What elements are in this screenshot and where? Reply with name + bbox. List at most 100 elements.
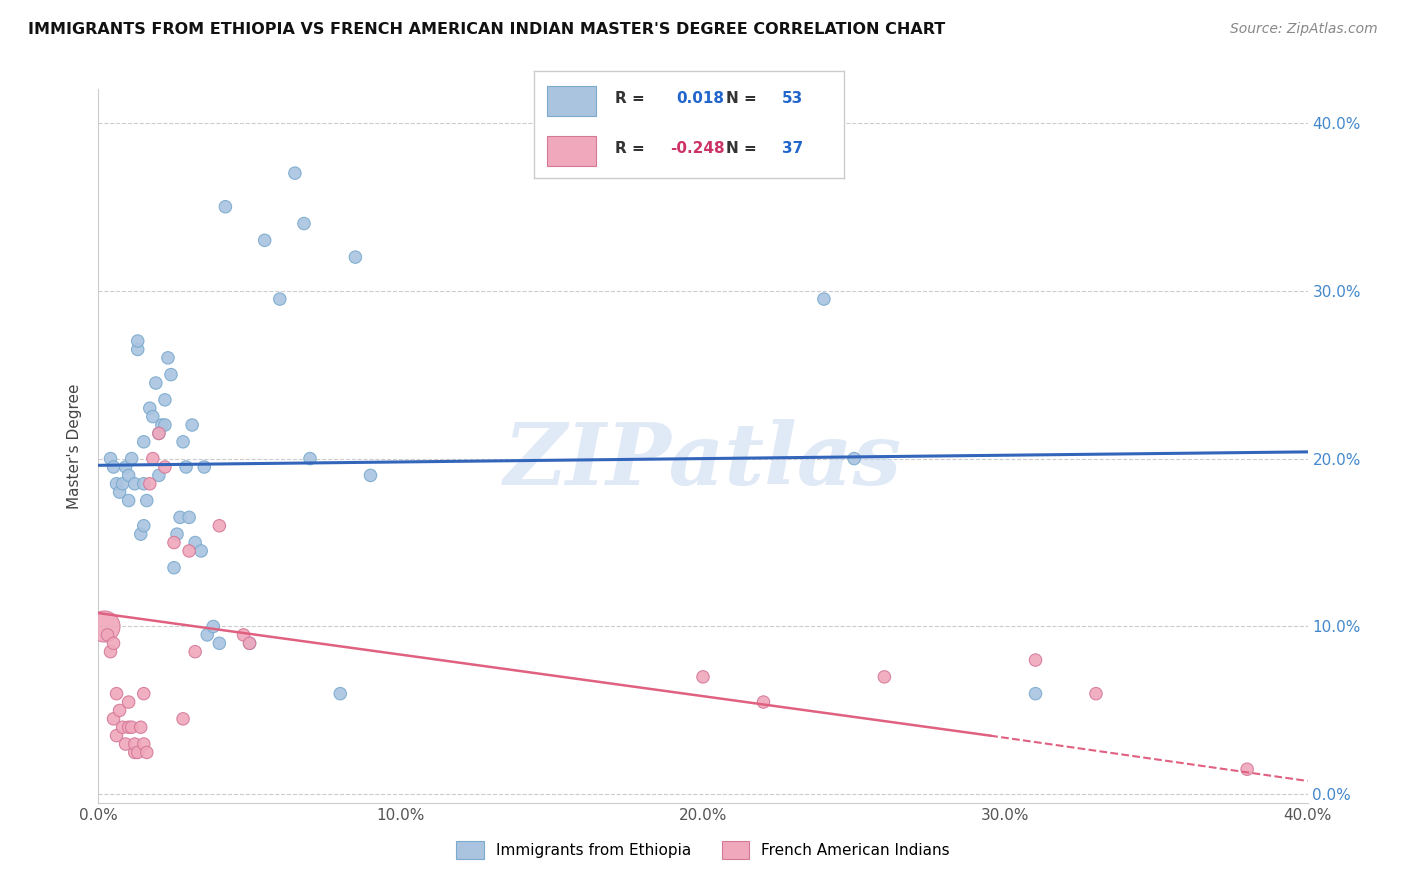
Point <box>124 746 146 760</box>
Point <box>124 737 146 751</box>
Point <box>103 712 125 726</box>
Point <box>108 485 131 500</box>
Point <box>208 518 231 533</box>
Point <box>127 334 149 348</box>
Point <box>190 544 212 558</box>
Point <box>156 351 179 365</box>
Point <box>292 217 315 231</box>
Point <box>239 636 262 650</box>
Point <box>118 493 141 508</box>
Point <box>1024 687 1046 701</box>
Text: ZIPatlas: ZIPatlas <box>503 418 903 502</box>
Point <box>174 460 197 475</box>
Text: N =: N = <box>725 91 756 105</box>
Point <box>179 544 201 558</box>
Point <box>105 476 128 491</box>
Point <box>132 434 155 449</box>
Point <box>93 619 115 633</box>
Point <box>124 476 146 491</box>
Point <box>232 628 254 642</box>
Point <box>100 645 122 659</box>
Point <box>163 560 186 574</box>
Point <box>214 200 236 214</box>
FancyBboxPatch shape <box>547 87 596 116</box>
Legend: Immigrants from Ethiopia, French American Indians: Immigrants from Ethiopia, French America… <box>449 834 957 866</box>
Point <box>153 460 176 475</box>
Point <box>132 476 155 491</box>
Point <box>145 376 167 390</box>
Point <box>129 527 152 541</box>
Point <box>132 687 155 701</box>
Point <box>344 250 367 264</box>
Text: Source: ZipAtlas.com: Source: ZipAtlas.com <box>1230 22 1378 37</box>
Point <box>253 233 276 247</box>
FancyBboxPatch shape <box>547 136 596 166</box>
Point <box>184 535 207 549</box>
Point <box>169 510 191 524</box>
Text: -0.248: -0.248 <box>671 141 725 156</box>
Y-axis label: Master's Degree: Master's Degree <box>67 384 83 508</box>
Point <box>118 468 141 483</box>
Text: IMMIGRANTS FROM ETHIOPIA VS FRENCH AMERICAN INDIAN MASTER'S DEGREE CORRELATION C: IMMIGRANTS FROM ETHIOPIA VS FRENCH AMERI… <box>28 22 945 37</box>
Point <box>108 703 131 717</box>
Point <box>139 401 162 416</box>
Point <box>844 451 866 466</box>
Point <box>813 292 835 306</box>
Point <box>873 670 896 684</box>
Point <box>1085 687 1108 701</box>
Point <box>148 468 170 483</box>
Point <box>111 476 134 491</box>
Point <box>111 720 134 734</box>
Text: 0.018: 0.018 <box>676 91 724 105</box>
Point <box>172 712 194 726</box>
Point <box>360 468 382 483</box>
Text: R =: R = <box>614 141 644 156</box>
Point <box>114 460 136 475</box>
Point <box>135 493 157 508</box>
Point <box>121 451 143 466</box>
Point <box>132 518 155 533</box>
Point <box>163 535 186 549</box>
Point <box>142 409 165 424</box>
Point <box>118 695 141 709</box>
Point <box>692 670 714 684</box>
Point <box>153 392 176 407</box>
Point <box>103 636 125 650</box>
Point <box>208 636 231 650</box>
Point <box>1236 762 1258 776</box>
Point <box>100 451 122 466</box>
Point <box>179 510 201 524</box>
Point <box>239 636 262 650</box>
Point <box>129 720 152 734</box>
Point <box>160 368 183 382</box>
Point <box>752 695 775 709</box>
Point <box>148 426 170 441</box>
Point <box>153 417 176 432</box>
Point <box>139 476 162 491</box>
Point <box>284 166 307 180</box>
Point <box>105 687 128 701</box>
Point <box>105 729 128 743</box>
Point <box>184 645 207 659</box>
Text: N =: N = <box>725 141 756 156</box>
Point <box>329 687 352 701</box>
Text: R =: R = <box>614 91 644 105</box>
Point <box>127 343 149 357</box>
Point <box>172 434 194 449</box>
Point <box>181 417 204 432</box>
Point <box>195 628 218 642</box>
Point <box>166 527 188 541</box>
Point <box>193 460 215 475</box>
Point <box>103 460 125 475</box>
Point <box>121 720 143 734</box>
Point <box>150 417 173 432</box>
Point <box>118 720 141 734</box>
Text: 53: 53 <box>782 91 803 105</box>
Point <box>299 451 322 466</box>
Point <box>148 426 170 441</box>
Point <box>132 737 155 751</box>
Point <box>142 451 165 466</box>
Text: 37: 37 <box>782 141 803 156</box>
Point <box>202 619 225 633</box>
Point <box>1024 653 1046 667</box>
